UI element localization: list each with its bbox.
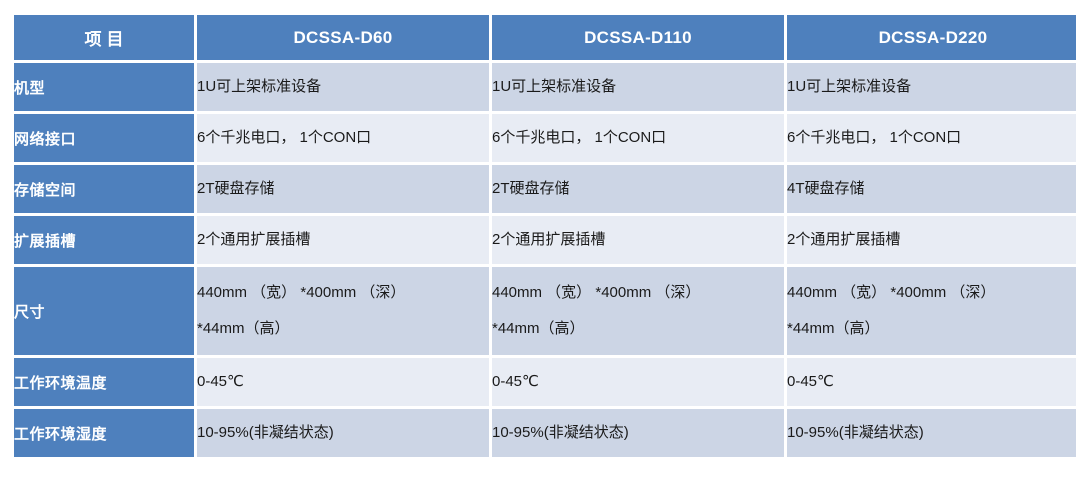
column-header-dcssa-d60: DCSSA-D60	[197, 15, 489, 60]
table-body: 机型 1U可上架标准设备 1U可上架标准设备 1U可上架标准设备 网络接口 6个…	[14, 63, 1076, 457]
row-label-storage-capacity: 存储空间	[14, 165, 194, 213]
cell-operating-humidity-d60: 10-95%(非凝结状态)	[197, 409, 489, 457]
row-label-model-type: 机型	[14, 63, 194, 111]
cell-dimensions-d110-line2: *44mm（高）	[492, 320, 585, 337]
specification-table: 项目 DCSSA-D60 DCSSA-D110 DCSSA-D220 机型 1U…	[11, 12, 1076, 460]
table-header-row: 项目 DCSSA-D60 DCSSA-D110 DCSSA-D220	[14, 15, 1076, 60]
row-label-operating-humidity: 工作环境湿度	[14, 409, 194, 457]
cell-model-type-d60: 1U可上架标准设备	[197, 63, 489, 111]
cell-model-type-d110: 1U可上架标准设备	[492, 63, 784, 111]
cell-storage-capacity-d110: 2T硬盘存储	[492, 165, 784, 213]
cell-dimensions-d60-line2: *44mm（高）	[197, 320, 290, 337]
cell-operating-temperature-d60: 0-45℃	[197, 358, 489, 406]
cell-dimensions-d220-line2: *44mm（高）	[787, 320, 880, 337]
cell-network-interface-d220: 6个千兆电口， 1个CON口	[787, 114, 1076, 162]
column-header-dcssa-d110: DCSSA-D110	[492, 15, 784, 60]
table-row-network-interface: 网络接口 6个千兆电口， 1个CON口 6个千兆电口， 1个CON口 6个千兆电…	[14, 114, 1076, 162]
table-row-expansion-slots: 扩展插槽 2个通用扩展插槽 2个通用扩展插槽 2个通用扩展插槽	[14, 216, 1076, 264]
table-row-storage-capacity: 存储空间 2T硬盘存储 2T硬盘存储 4T硬盘存储	[14, 165, 1076, 213]
cell-dimensions-d60: 440mm （宽） *400mm （深） *44mm（高）	[197, 267, 489, 355]
row-label-network-interface: 网络接口	[14, 114, 194, 162]
cell-operating-temperature-d110: 0-45℃	[492, 358, 784, 406]
table-row-operating-humidity: 工作环境湿度 10-95%(非凝结状态) 10-95%(非凝结状态) 10-95…	[14, 409, 1076, 457]
cell-dimensions-d60-line1: 440mm （宽） *400mm （深）	[197, 284, 406, 302]
table-row-model-type: 机型 1U可上架标准设备 1U可上架标准设备 1U可上架标准设备	[14, 63, 1076, 111]
cell-storage-capacity-d220: 4T硬盘存储	[787, 165, 1076, 213]
cell-expansion-slots-d110: 2个通用扩展插槽	[492, 216, 784, 264]
row-label-dimensions: 尺寸	[14, 267, 194, 355]
cell-operating-humidity-d220: 10-95%(非凝结状态)	[787, 409, 1076, 457]
cell-operating-temperature-d220: 0-45℃	[787, 358, 1076, 406]
row-label-operating-temperature: 工作环境温度	[14, 358, 194, 406]
cell-model-type-d220: 1U可上架标准设备	[787, 63, 1076, 111]
cell-expansion-slots-d220: 2个通用扩展插槽	[787, 216, 1076, 264]
cell-dimensions-d110: 440mm （宽） *400mm （深） *44mm（高）	[492, 267, 784, 355]
cell-dimensions-d110-line1: 440mm （宽） *400mm （深）	[492, 284, 701, 302]
specification-table-container: 项目 DCSSA-D60 DCSSA-D110 DCSSA-D220 机型 1U…	[11, 12, 1076, 468]
row-label-expansion-slots: 扩展插槽	[14, 216, 194, 264]
column-header-dcssa-d220: DCSSA-D220	[787, 15, 1076, 60]
cell-dimensions-d220: 440mm （宽） *400mm （深） *44mm（高）	[787, 267, 1076, 355]
cell-operating-humidity-d110: 10-95%(非凝结状态)	[492, 409, 784, 457]
cell-dimensions-d220-line1: 440mm （宽） *400mm （深）	[787, 284, 996, 302]
table-row-dimensions: 尺寸 440mm （宽） *400mm （深） *44mm（高） 440mm （…	[14, 267, 1076, 355]
column-header-item: 项目	[14, 15, 194, 60]
table-row-operating-temperature: 工作环境温度 0-45℃ 0-45℃ 0-45℃	[14, 358, 1076, 406]
cell-network-interface-d60: 6个千兆电口， 1个CON口	[197, 114, 489, 162]
cell-storage-capacity-d60: 2T硬盘存储	[197, 165, 489, 213]
cell-expansion-slots-d60: 2个通用扩展插槽	[197, 216, 489, 264]
cell-network-interface-d110: 6个千兆电口， 1个CON口	[492, 114, 784, 162]
table-header: 项目 DCSSA-D60 DCSSA-D110 DCSSA-D220	[14, 15, 1076, 60]
